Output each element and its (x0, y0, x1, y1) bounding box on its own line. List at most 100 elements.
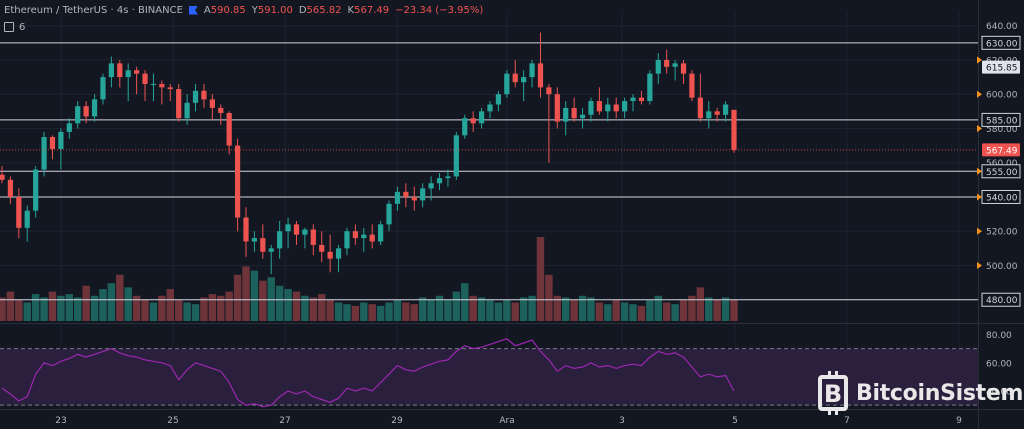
price-tick-label: 520.00 (986, 228, 1018, 238)
rsi-band (0, 348, 978, 406)
candle-body (647, 73, 653, 102)
level-label-bg (982, 190, 1020, 204)
candle-body (571, 107, 577, 119)
volume-bar (40, 297, 48, 321)
volume-bar (688, 295, 696, 321)
volume-bar (452, 291, 461, 321)
volume-bar (57, 295, 65, 321)
volume-bar (435, 295, 444, 321)
price-tick-label: 600.00 (986, 91, 1018, 101)
candle-body (706, 111, 712, 119)
svg-text:B: B (824, 380, 842, 408)
candle-body (672, 63, 678, 67)
price-tick-label: 500.00 (986, 262, 1018, 272)
volume-bar (99, 289, 107, 321)
candle-body (234, 145, 241, 218)
level-label: 555.00 (986, 168, 1018, 178)
rsi-tick-label: 80.00 (986, 331, 1012, 341)
candle-body (142, 73, 148, 84)
bitcoin-logo-icon: B (818, 371, 852, 415)
candle-body (33, 169, 39, 211)
candle-body (201, 90, 207, 100)
candle-body (49, 137, 56, 150)
alert-marker (977, 124, 982, 132)
level-label-bg (982, 36, 1020, 50)
volume-bar (553, 295, 562, 321)
candle-body (731, 109, 737, 150)
volume-bar (562, 297, 570, 321)
price-label: 615.85 (986, 64, 1018, 74)
candle-body (470, 118, 476, 124)
volume-bar (191, 304, 200, 321)
level-label: 585.00 (986, 116, 1018, 126)
candle-body (302, 229, 308, 235)
candle-body (588, 101, 594, 115)
volume-bar (15, 300, 23, 321)
flag-icon[interactable] (188, 5, 198, 15)
alert-marker (977, 90, 982, 98)
chevron-down-icon[interactable] (4, 22, 14, 32)
time-tick-label: 23 (55, 416, 66, 426)
ohlc-open: A590.85 (203, 4, 246, 16)
volume-bar (267, 277, 275, 321)
rsi-tick-label: 40.00 (986, 388, 1012, 398)
volume-bar (90, 295, 99, 321)
indicator-count: 6 (19, 21, 26, 33)
volume-bar (23, 302, 31, 321)
level-label-border (981, 112, 1021, 127)
volume-bar (334, 302, 343, 321)
candle-body (167, 87, 173, 90)
candle-body (277, 231, 283, 249)
price-change: −23.34 (−3.95%) (395, 4, 484, 16)
volume-bar (82, 285, 90, 321)
alert-marker (977, 227, 982, 235)
level-label: 630.00 (986, 39, 1018, 49)
volume-bar (149, 302, 158, 321)
candle-body (714, 111, 720, 115)
level-label-border (981, 292, 1021, 307)
candle-body (369, 234, 375, 242)
volume-bar (662, 302, 671, 321)
candle-body (462, 118, 468, 136)
candle-body (16, 196, 22, 228)
price-tick-label: 640.00 (986, 22, 1018, 32)
volume-bar (225, 291, 233, 321)
volume-bar (351, 305, 360, 321)
volume-bar (519, 297, 528, 321)
candle-body (251, 238, 258, 242)
candle-body (529, 63, 535, 78)
candle-body (722, 104, 729, 115)
volume-bar (494, 302, 503, 321)
candle-body (344, 231, 350, 249)
last-price-label: 567.49 (986, 146, 1018, 156)
volume-bar (284, 289, 292, 321)
candle-body (394, 191, 401, 204)
candle-body (176, 89, 182, 119)
candle-body (192, 90, 199, 103)
candle-body (638, 97, 645, 102)
volume-bar (208, 294, 217, 321)
rsi-line (1, 338, 735, 408)
logo-text: BitcoinSistemi (856, 380, 1024, 406)
volume-bar (65, 294, 74, 321)
volume-bar (503, 300, 511, 321)
candle-body (243, 217, 249, 242)
time-tick-label: Ara (499, 416, 514, 426)
level-label-bg (982, 113, 1020, 127)
candle-body (91, 99, 98, 117)
indicator-toggle[interactable]: 6 (4, 20, 25, 34)
candle-body (150, 83, 157, 85)
volume-bar (671, 304, 679, 321)
volume-bar (486, 300, 494, 321)
volume-bar (259, 280, 267, 321)
candle-body (24, 210, 30, 228)
volume-bar (612, 300, 620, 321)
volume-bar (0, 297, 6, 321)
candle-body (563, 107, 569, 122)
candle-body (0, 174, 5, 180)
alert-marker (977, 193, 982, 201)
symbol-label[interactable]: Ethereum / TetherUS · 4s · BINANCE (4, 4, 183, 16)
volume-bar (536, 237, 545, 321)
volume-bar (326, 300, 334, 321)
